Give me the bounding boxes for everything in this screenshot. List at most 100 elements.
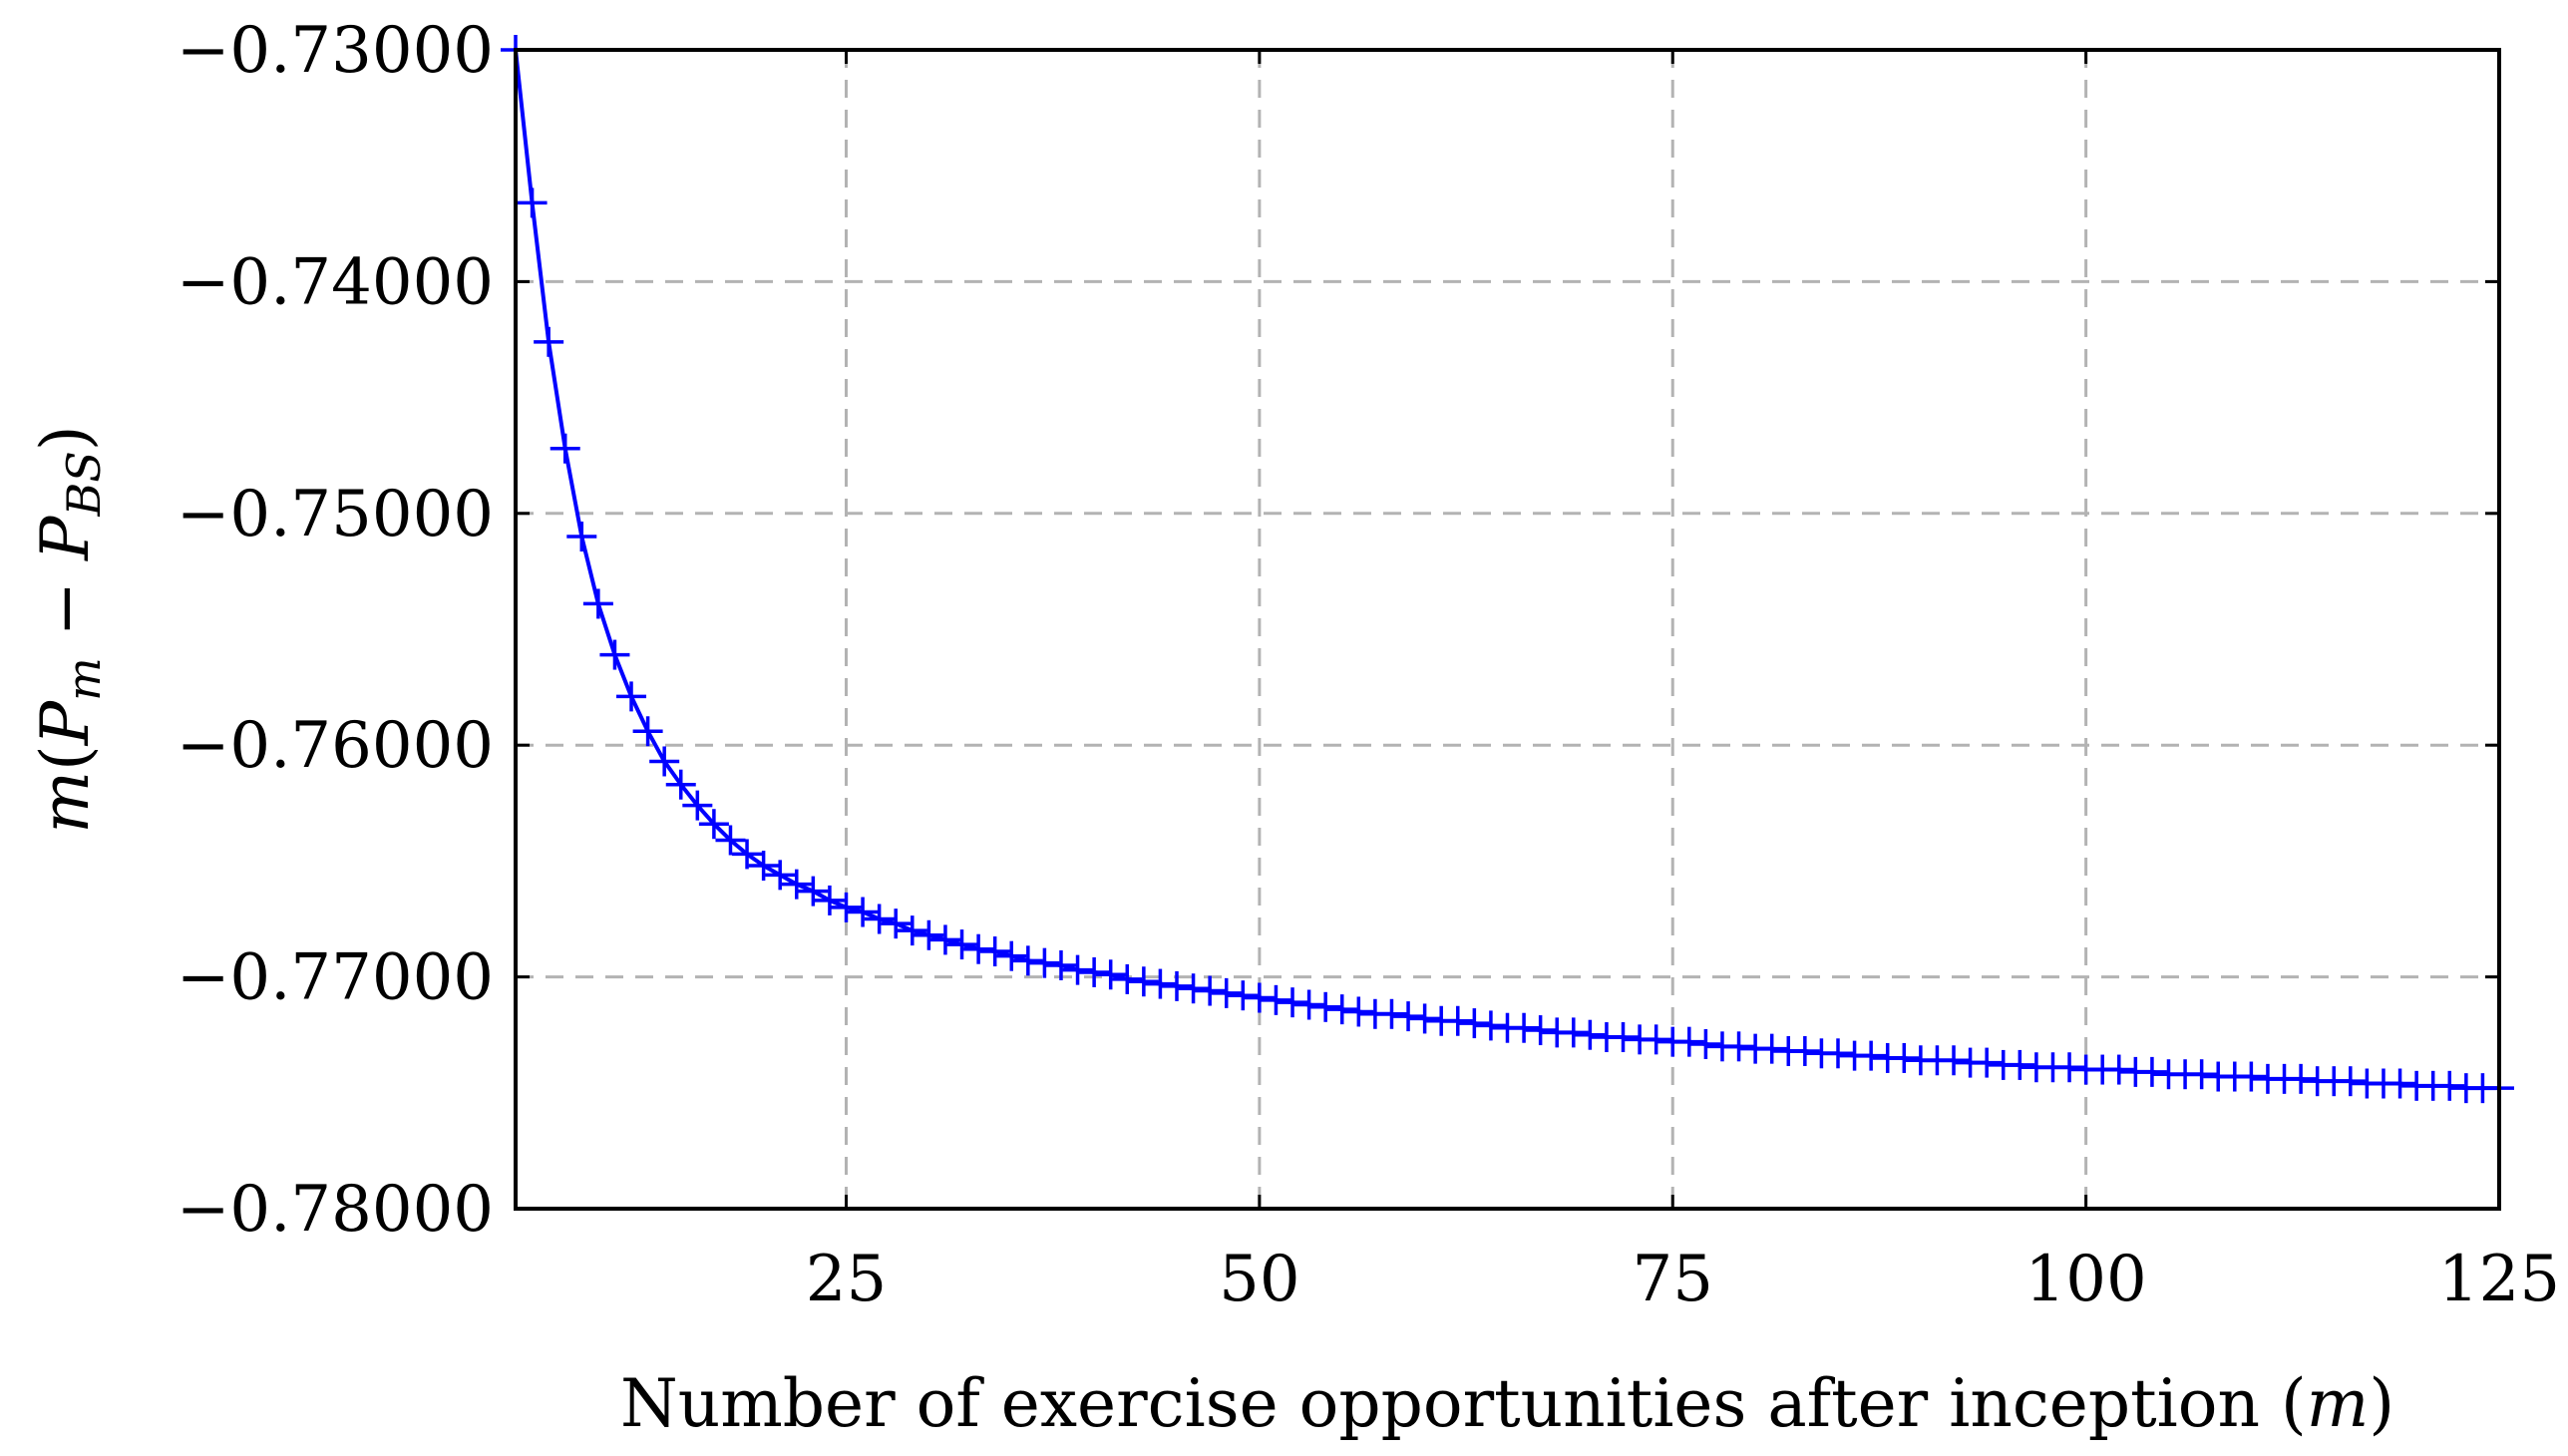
grid-lines	[516, 50, 2499, 1209]
data-point	[897, 915, 927, 946]
data-point	[1293, 989, 1324, 1020]
data-point	[1095, 959, 1126, 990]
data-point	[1723, 1031, 1754, 1062]
data-point	[649, 746, 680, 777]
data-point	[848, 897, 879, 927]
x-tick-label: 75	[1633, 1243, 1713, 1316]
data-point	[781, 869, 812, 900]
data-point	[1442, 1005, 1473, 1036]
y-tick-label: −0.74000	[177, 245, 494, 319]
data-point	[1608, 1022, 1639, 1053]
data-point	[1409, 1003, 1440, 1034]
data-point	[1310, 991, 1341, 1022]
y-axis-label: m(Pm − PBS)	[27, 425, 111, 833]
data-point	[2286, 1063, 2317, 1094]
plot-frame	[514, 48, 2501, 1211]
data-point	[2434, 1070, 2465, 1101]
data-point	[1162, 970, 1192, 1001]
data-point	[599, 639, 630, 670]
data-point	[1393, 1001, 1424, 1032]
data-point	[1128, 966, 1159, 997]
data-point	[665, 769, 696, 800]
data-point	[1789, 1035, 1820, 1066]
data-point	[1261, 984, 1291, 1015]
data-point	[1062, 954, 1093, 985]
data-point	[1459, 1008, 1490, 1039]
y-axis-label-m: m	[27, 771, 104, 834]
data-point	[1889, 1042, 1920, 1073]
x-axis-label-var: m	[2307, 1365, 2370, 1442]
y-axis-label-p2: P	[27, 515, 104, 561]
data-point	[1575, 1019, 1606, 1050]
x-tick-label: 100	[2025, 1243, 2147, 1316]
data-point	[881, 909, 912, 939]
data-point	[765, 860, 796, 891]
data-point	[1823, 1038, 1853, 1069]
data-point	[1326, 994, 1357, 1025]
data-point	[1756, 1033, 1787, 1064]
data-point	[1079, 956, 1110, 987]
y-tick-label: −0.75000	[177, 478, 494, 551]
data-point	[582, 588, 613, 619]
data-point	[698, 809, 729, 840]
series-layer	[501, 35, 2514, 1104]
data-point	[1939, 1045, 1970, 1076]
data-point	[814, 885, 845, 915]
data-point	[1972, 1047, 2003, 1078]
data-point	[1278, 987, 1308, 1018]
data-point	[2136, 1056, 2167, 1087]
axis-ticks: 25 50 75 100 125 −0.73000 −0.74000 −0.75000 −0.7…	[177, 14, 2560, 1316]
data-point	[2186, 1059, 2217, 1090]
data-point	[1525, 1015, 1556, 1046]
data-point	[2385, 1068, 2415, 1099]
x-tick-label: 25	[806, 1243, 887, 1316]
data-point	[1145, 968, 1176, 999]
data-point	[1475, 1010, 1506, 1041]
data-point	[963, 933, 994, 964]
data-point	[534, 326, 564, 357]
data-point	[550, 433, 580, 464]
data-point	[1029, 947, 1060, 978]
data-point	[1045, 949, 1076, 980]
data-point	[748, 851, 779, 882]
data-point	[946, 929, 977, 960]
data-point	[1376, 998, 1407, 1029]
data-point	[831, 892, 862, 922]
data-point	[798, 876, 829, 907]
data-point	[2335, 1066, 2366, 1097]
data-point	[632, 716, 663, 747]
x-tick-label: 125	[2438, 1243, 2560, 1316]
x-axis-label-close: )	[2369, 1365, 2394, 1442]
data-point	[1343, 996, 1374, 1027]
y-axis-label-paren-close: )	[27, 425, 104, 451]
data-point	[1244, 982, 1275, 1013]
y-tick-label: −0.78000	[177, 1173, 494, 1247]
data-point	[1112, 963, 1143, 994]
data-point	[1228, 980, 1259, 1011]
data-point	[864, 904, 895, 934]
series-line	[514, 49, 2499, 1091]
x-axis-label: Number of exercise opportunities after i…	[620, 1365, 2394, 1442]
data-point	[2054, 1052, 2085, 1083]
data-point	[732, 839, 763, 870]
data-point	[1195, 975, 1226, 1006]
data-point	[517, 187, 548, 218]
y-axis-label-sub-m: m	[57, 657, 111, 701]
y-tick-label: −0.73000	[177, 14, 494, 88]
y-axis-label-sub-bs: BS	[57, 451, 111, 517]
x-axis-label-text: Number of exercise opportunities after i…	[620, 1365, 2307, 1442]
data-point	[682, 790, 713, 821]
data-point	[566, 522, 597, 552]
data-point	[1690, 1028, 1721, 1059]
y-tick-label: −0.77000	[177, 941, 494, 1015]
data-point	[1641, 1024, 1671, 1055]
data-point	[914, 919, 944, 950]
data-point	[2005, 1049, 2035, 1080]
data-point	[715, 825, 746, 856]
data-point	[1509, 1012, 1540, 1043]
data-point	[1673, 1026, 1704, 1057]
data-point	[1856, 1040, 1887, 1071]
data-point	[1211, 977, 1242, 1008]
data-point	[929, 924, 960, 955]
data-point	[996, 940, 1027, 971]
